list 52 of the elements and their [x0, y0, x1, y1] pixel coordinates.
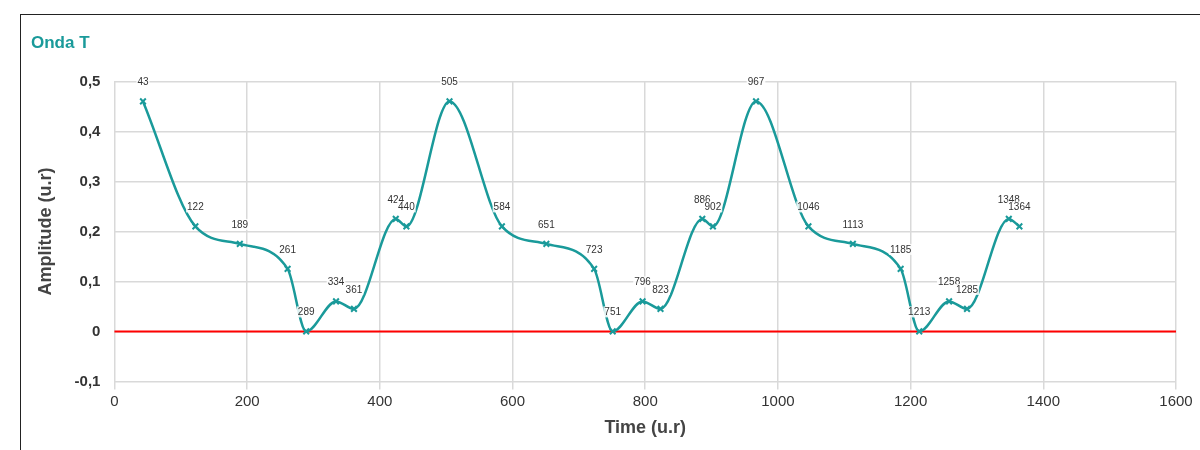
annotation: 189 [231, 218, 249, 230]
y-tick-label: 0,2 [79, 221, 101, 239]
annotation: 651 [538, 218, 556, 230]
point [638, 297, 647, 306]
point [402, 222, 411, 231]
point [804, 222, 813, 231]
annotation: 122 [187, 201, 205, 213]
y-tick-label: 0,4 [79, 121, 102, 139]
x-tick-label: 800 [632, 391, 658, 409]
annotation: 334 [327, 276, 345, 288]
y-tick-label: 0,5 [79, 71, 101, 89]
annotation: 1185 [889, 243, 912, 255]
annotation: 1285 [955, 283, 979, 295]
annotation: 723 [585, 243, 603, 255]
x-tick-label: 1600 [1159, 391, 1193, 409]
x-tick-label: 1200 [893, 391, 928, 409]
x-tick-label: 200 [234, 391, 260, 409]
point [191, 222, 200, 231]
annotation: 967 [747, 76, 765, 88]
annotation: 361 [345, 283, 363, 295]
x-tick-label: 1000 [761, 391, 795, 409]
point [915, 327, 924, 336]
annotation: 261 [279, 243, 297, 255]
annotation: 505 [441, 76, 459, 88]
annotation: 289 [297, 306, 315, 318]
chart-title: Onda T [31, 32, 91, 52]
annotation: 796 [634, 276, 652, 288]
annotation: 440 [398, 201, 416, 213]
y-tick-label: -0,1 [74, 371, 101, 389]
point [698, 215, 707, 223]
annotation: 1046 [797, 201, 820, 213]
annotation: 823 [652, 283, 670, 295]
point [1015, 222, 1024, 231]
point [608, 327, 617, 336]
annotation: 751 [604, 306, 622, 318]
x-tick-label: 1400 [1026, 391, 1060, 409]
x-axis-title: Time (u.r) [604, 417, 687, 438]
annotation: 584 [493, 201, 511, 213]
x-tick-label: 400 [367, 391, 393, 409]
annotation: 1364 [1008, 201, 1031, 213]
point [445, 97, 454, 106]
y-tick-label: 0,3 [79, 171, 101, 189]
y-axis-title: Amplitude (u.r) [34, 167, 55, 296]
point [391, 215, 400, 223]
annotation: 43 [137, 76, 149, 88]
y-tick-label: 0,1 [79, 271, 101, 289]
y-tick-label: 0 [92, 321, 101, 339]
x-tick-label: 0 [110, 391, 119, 409]
annotation: 1213 [908, 306, 931, 318]
annotation: 1113 [842, 218, 864, 230]
point [656, 305, 665, 313]
x-tick-label: 600 [500, 391, 526, 409]
